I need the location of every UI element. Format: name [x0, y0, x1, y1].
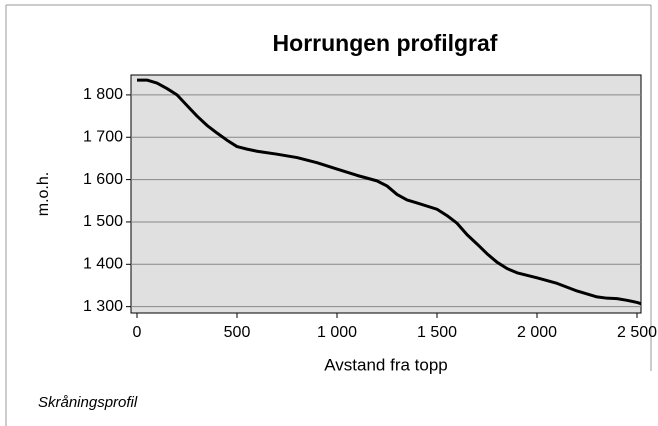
y-tick-label: 1 700	[83, 128, 123, 145]
line	[137, 78, 642, 306]
x-tick-label: 1 000	[317, 324, 357, 341]
y-tick-label: 1 600	[83, 171, 123, 188]
plot-area	[130, 74, 642, 314]
y-tick-label: 1 300	[83, 298, 123, 315]
x-tick-label: 2 500	[617, 324, 657, 341]
caption: Skråningsprofil	[38, 394, 138, 411]
x-tick-label: 2 000	[517, 324, 557, 341]
x-tick-label: 1 500	[417, 324, 457, 341]
y-tick-label: 1 500	[83, 213, 123, 230]
x-axis-label: Avstand fra topp	[324, 355, 448, 374]
chart-title: Horrungen profilgraf	[273, 30, 498, 56]
y-tick-label: 1 400	[83, 256, 123, 273]
x-tick-label: 500	[224, 324, 251, 341]
y-tick-label: 1 800	[83, 86, 123, 103]
y-axis-label: m.o.h.	[35, 172, 52, 216]
x-tick-label: 0	[133, 324, 142, 341]
